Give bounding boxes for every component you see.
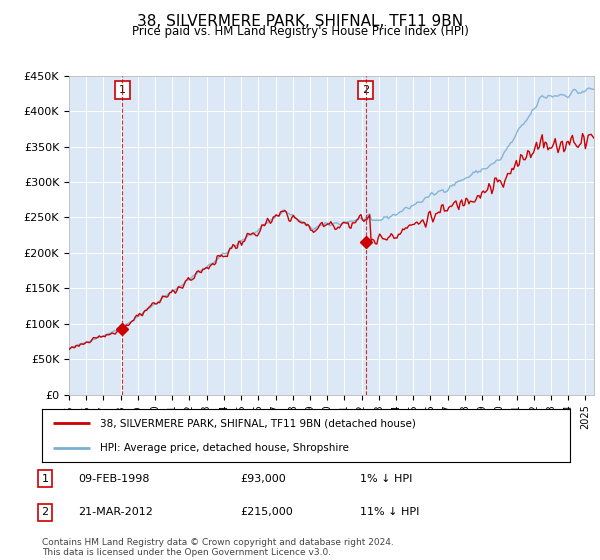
Text: 38, SILVERMERE PARK, SHIFNAL, TF11 9BN: 38, SILVERMERE PARK, SHIFNAL, TF11 9BN (137, 14, 463, 29)
Text: Contains HM Land Registry data © Crown copyright and database right 2024.
This d: Contains HM Land Registry data © Crown c… (42, 538, 394, 557)
Text: 09-FEB-1998: 09-FEB-1998 (78, 474, 149, 484)
Text: 38, SILVERMERE PARK, SHIFNAL, TF11 9BN (detached house): 38, SILVERMERE PARK, SHIFNAL, TF11 9BN (… (100, 418, 416, 428)
Text: 1: 1 (41, 474, 49, 484)
Text: HPI: Average price, detached house, Shropshire: HPI: Average price, detached house, Shro… (100, 442, 349, 452)
Text: 21-MAR-2012: 21-MAR-2012 (78, 507, 153, 517)
Text: £215,000: £215,000 (240, 507, 293, 517)
Text: 2: 2 (41, 507, 49, 517)
Text: £93,000: £93,000 (240, 474, 286, 484)
Text: 2: 2 (362, 85, 370, 95)
Text: 1% ↓ HPI: 1% ↓ HPI (360, 474, 412, 484)
Text: Price paid vs. HM Land Registry's House Price Index (HPI): Price paid vs. HM Land Registry's House … (131, 25, 469, 38)
Text: 1: 1 (119, 85, 126, 95)
Text: 11% ↓ HPI: 11% ↓ HPI (360, 507, 419, 517)
